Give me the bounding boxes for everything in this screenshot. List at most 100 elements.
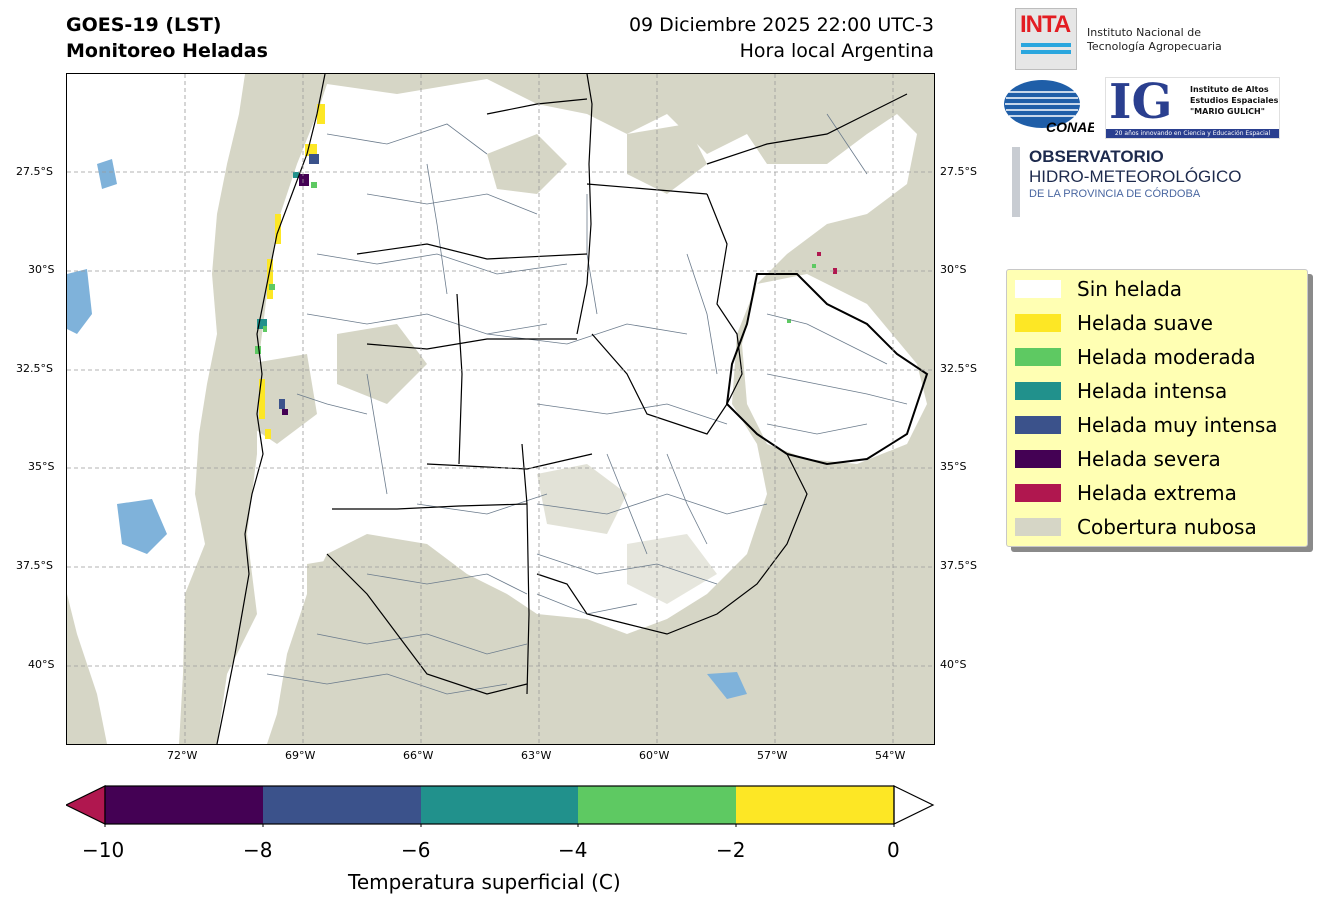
conae-logo: CONAE xyxy=(1004,78,1097,138)
legend-label: Helada muy intensa xyxy=(1077,413,1278,437)
lat-label-right-2: 30°S xyxy=(940,263,967,276)
frost-legend: Sin helada Helada suave Helada moderada … xyxy=(1006,269,1308,547)
ig-logo-bar: 20 años innovando en Ciencia y Educación… xyxy=(1106,129,1279,138)
lat-label-right-1: 27.5°S xyxy=(940,165,977,178)
inta-name: Instituto Nacional de Tecnología Agropec… xyxy=(1087,26,1222,54)
lon-label-2: 69°W xyxy=(285,749,316,762)
legend-item-sin-helada: Sin helada xyxy=(1015,276,1182,302)
legend-item-helada-moderada: Helada moderada xyxy=(1015,344,1256,370)
colorbar-tick-3: −6 xyxy=(401,838,431,862)
inta-name-line2: Tecnología Agropecuaria xyxy=(1087,40,1222,53)
legend-item-helada-intensa: Helada intensa xyxy=(1015,378,1227,404)
legend-swatch xyxy=(1015,348,1061,366)
lon-label-1: 72°W xyxy=(167,749,198,762)
map-canvas xyxy=(67,74,934,744)
water-pacific-2 xyxy=(117,499,167,554)
ig-logo: IG Instituto de Altos Estudios Espaciale… xyxy=(1105,74,1280,139)
colorbar-tick-2: −8 xyxy=(243,838,273,862)
cloud-patch-center xyxy=(337,324,427,404)
graticule xyxy=(67,74,934,744)
cloud-patch-north xyxy=(487,134,567,194)
ig-logo-text: Instituto de Altos Estudios Espaciales "… xyxy=(1190,84,1278,117)
colorbar-label: Temperatura superficial (C) xyxy=(348,870,621,894)
legend-swatch xyxy=(1015,416,1061,434)
lat-label-left-1: 27.5°S xyxy=(16,165,53,178)
lon-label-5: 60°W xyxy=(639,749,670,762)
temperature-colorbar xyxy=(64,785,936,831)
ig-line1: Instituto de Altos xyxy=(1190,85,1269,94)
water-pacific-1 xyxy=(67,269,92,334)
map-timestamp: 09 Diciembre 2025 22:00 UTC-3 Hora local… xyxy=(629,12,934,64)
colorbar-segment-4 xyxy=(578,786,736,824)
colorbar-over-arrow xyxy=(893,785,935,825)
legend-item-cobertura-nubosa: Cobertura nubosa xyxy=(1015,514,1257,540)
inta-logo-word: INTA xyxy=(1020,11,1071,38)
legend-label: Helada moderada xyxy=(1077,345,1256,369)
cloud-patch-south xyxy=(307,554,397,634)
legend-label: Helada suave xyxy=(1077,311,1213,335)
water-atlantic xyxy=(707,672,747,699)
legend-label: Helada severa xyxy=(1077,447,1221,471)
colorbar-tick-6: 0 xyxy=(887,838,900,862)
lon-label-3: 66°W xyxy=(403,749,434,762)
colorbar-segment-3 xyxy=(421,786,578,824)
cloud-patch-pampa xyxy=(537,464,627,534)
legend-swatch xyxy=(1015,382,1061,400)
lat-label-right-5: 37.5°S xyxy=(940,559,977,572)
colorbar-tick-4: −4 xyxy=(558,838,588,862)
colorbar-segment-2 xyxy=(263,786,421,824)
legend-label: Helada extrema xyxy=(1077,481,1237,505)
obs-line2: HIDRO-METEOROLÓGICO xyxy=(1029,167,1242,186)
inta-name-line1: Instituto Nacional de xyxy=(1087,26,1201,39)
lat-label-left-5: 37.5°S xyxy=(16,559,53,572)
colorbar-segment-5 xyxy=(736,786,894,824)
legend-swatch xyxy=(1015,314,1061,332)
lat-label-left-3: 32.5°S xyxy=(16,362,53,375)
water-pacific-3 xyxy=(97,159,117,189)
timezone-text: Hora local Argentina xyxy=(739,40,934,62)
legend-label: Cobertura nubosa xyxy=(1077,515,1257,539)
colorbar-segment-1 xyxy=(105,786,263,824)
inta-logo: INTA xyxy=(1015,8,1077,70)
legend-swatch xyxy=(1015,484,1061,502)
lat-label-left-2: 30°S xyxy=(28,263,55,276)
clear-area-uruguay xyxy=(742,274,927,464)
datetime-text: 09 Diciembre 2025 22:00 UTC-3 xyxy=(628,14,934,36)
obs-line1: OBSERVATORIO xyxy=(1029,147,1164,166)
legend-item-helada-extrema: Helada extrema xyxy=(1015,480,1237,506)
lat-label-right-6: 40°S xyxy=(940,658,967,671)
lon-label-7: 54°W xyxy=(875,749,906,762)
uruguay-border xyxy=(725,273,929,466)
legend-label: Helada intensa xyxy=(1077,379,1228,403)
frost-pixels xyxy=(255,104,837,439)
clear-area-pacific xyxy=(67,74,245,744)
colorbar-under-arrow xyxy=(64,785,106,825)
colorbar-tick-1: −10 xyxy=(82,838,125,862)
lon-label-4: 63°W xyxy=(521,749,552,762)
legend-swatch xyxy=(1015,280,1061,298)
ig-line3: "MARIO GULICH" xyxy=(1190,107,1265,116)
colorbar-tick-5: −2 xyxy=(716,838,746,862)
legend-swatch xyxy=(1015,518,1061,536)
observatorio-logo: OBSERVATORIO HIDRO-METEOROLÓGICO DE LA P… xyxy=(1012,147,1242,217)
frost-map[interactable] xyxy=(66,73,935,745)
obs-line3: DE LA PROVINCIA DE CÓRDOBA xyxy=(1029,188,1201,200)
map-title: GOES-19 (LST) Monitoreo Heladas xyxy=(66,12,268,64)
ig-line2: Estudios Espaciales xyxy=(1190,96,1279,105)
legend-item-helada-severa: Helada severa xyxy=(1015,446,1221,472)
legend-item-helada-muy-intensa: Helada muy intensa xyxy=(1015,412,1278,438)
legend-item-helada-suave: Helada suave xyxy=(1015,310,1213,336)
legend-label: Sin helada xyxy=(1077,277,1183,301)
ig-logo-word: IG xyxy=(1109,74,1173,130)
title-product: Monitoreo Heladas xyxy=(66,40,268,62)
legend-swatch xyxy=(1015,450,1061,468)
lon-label-6: 57°W xyxy=(757,749,788,762)
title-satellite: GOES-19 (LST) xyxy=(66,14,222,36)
lat-label-right-3: 32.5°S xyxy=(940,362,977,375)
lat-label-right-4: 35°S xyxy=(940,460,967,473)
conae-logo-word: CONAE xyxy=(1046,119,1094,134)
clear-area-land xyxy=(217,79,917,744)
cloud-patch-chaco xyxy=(627,124,707,194)
lat-label-left-6: 40°S xyxy=(28,658,55,671)
lat-label-left-4: 35°S xyxy=(28,460,55,473)
